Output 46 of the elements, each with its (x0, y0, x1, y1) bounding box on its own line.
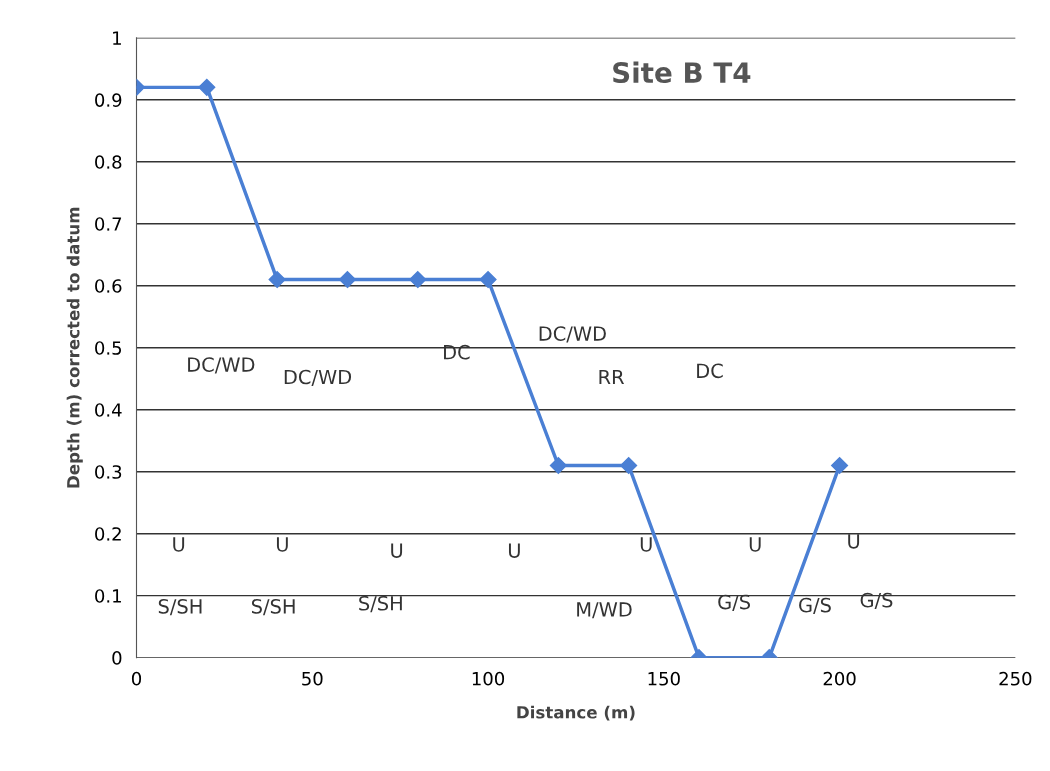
x-tick-label: 250 (999, 671, 1032, 686)
y-axis-title: Depth (m) corrected to datum (66, 207, 83, 488)
x-tick-label: 50 (302, 671, 323, 686)
x-tick-label: 100 (472, 671, 505, 686)
point (620, 456, 638, 475)
annotation: DC/WD (539, 326, 606, 343)
y-tick-label: 0.8 (95, 155, 122, 169)
y-tick-label: 0 (112, 651, 122, 665)
text: Site B T4 (613, 61, 751, 84)
y-tick-label: 1 (113, 31, 121, 45)
annotation: U (848, 534, 860, 549)
annotation: G/S (860, 592, 893, 610)
y-tick-label: 0.4 (95, 403, 122, 417)
annotation: S/SH (158, 599, 202, 616)
y-tick-label: 0.7 (95, 217, 122, 231)
annotation: DC (697, 363, 723, 379)
x-tick-label: 200 (823, 671, 856, 686)
annotation: DC/WD (188, 357, 255, 374)
annotation: U (508, 543, 520, 558)
point (268, 270, 286, 289)
y-tick-label: 0.3 (95, 465, 122, 479)
point (338, 270, 356, 289)
point (479, 270, 497, 289)
annotation: S/SH (359, 595, 402, 613)
annotation: U (391, 543, 403, 558)
x-axis-title: Distance (m) (517, 705, 635, 721)
x-tick-label: 150 (648, 671, 680, 686)
annotation: G/S (799, 597, 831, 614)
point (409, 270, 427, 289)
x-tick-label: 0 (131, 671, 142, 686)
y-tick-label: 0.1 (95, 589, 121, 603)
y-tick-label: 0.2 (95, 527, 121, 541)
annotation: M/WD (577, 602, 632, 619)
annotation: S/SH (251, 599, 295, 616)
point (831, 456, 849, 475)
y-tick-label: 0.9 (95, 93, 122, 107)
annotation: U (749, 537, 761, 552)
annotation: RR (599, 369, 625, 385)
y-tick-label: 0.6 (95, 279, 122, 293)
annotation: U (640, 537, 652, 552)
y-tick-label: 0.5 (95, 341, 122, 355)
annotation: DC/WD (284, 369, 352, 386)
annotation: U (173, 537, 185, 552)
point (198, 78, 216, 96)
annotation: U (276, 537, 288, 552)
point (549, 456, 567, 475)
